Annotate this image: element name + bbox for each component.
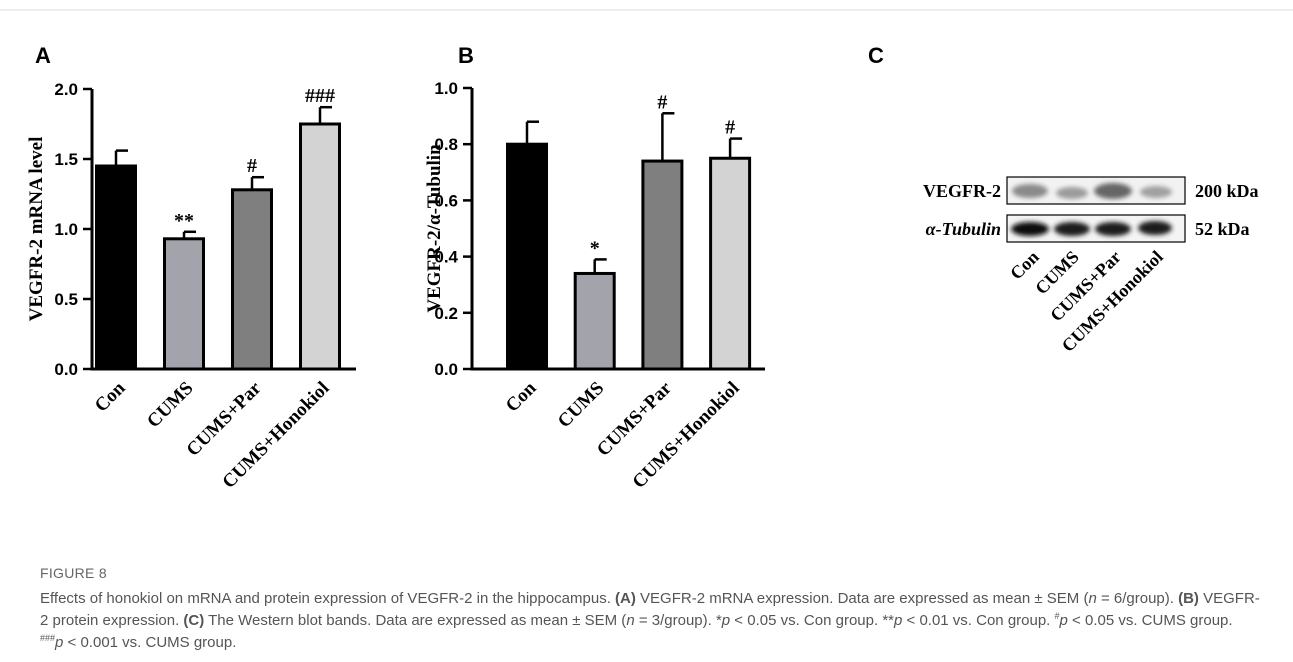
text: Effects of honokiol on mRNA and protein … [40, 590, 615, 607]
bar [711, 158, 750, 369]
bar [508, 144, 547, 369]
text: < 0.01 vs. Con group. [902, 612, 1054, 629]
x-tick-label: CUMS [143, 378, 197, 432]
bar [97, 166, 136, 369]
significance: # [657, 91, 667, 113]
y-tick-label: 1.0 [54, 220, 78, 239]
y-tick-label: 0.6 [434, 191, 458, 210]
page: C VEGFR-2 α-Tubulin 200 kDa 52 kDa Con C… [0, 0, 1293, 662]
bar [165, 239, 204, 369]
text: (A) [615, 590, 636, 607]
y-tick-label: 0.8 [434, 135, 458, 154]
caption: FIGURE 8 Effects of honokiol on mRNA and… [40, 562, 1260, 654]
text: (C) [183, 612, 204, 629]
figure-label: FIGURE 8 [40, 562, 1260, 584]
x-tick-label: CUMS [554, 378, 608, 432]
text: = 3/group). * [635, 612, 722, 629]
y-tick-label: 1.5 [54, 150, 78, 169]
y-tick-label: 2.0 [54, 80, 78, 99]
y-tick-label: 0.5 [54, 290, 78, 309]
text: < 0.05 vs. Con group. ** [730, 612, 894, 629]
bar [643, 161, 682, 369]
size-label: 52 kDa [1195, 219, 1250, 239]
y-tick-label: 0.0 [54, 360, 78, 379]
text: ### [40, 633, 55, 643]
text: < 0.05 vs. CUMS group. [1068, 612, 1233, 629]
text: n [626, 612, 634, 629]
y-tick-label: 0.0 [434, 360, 458, 379]
bar [575, 273, 614, 369]
caption-text: Effects of honokiol on mRNA and protein … [40, 588, 1260, 654]
text: < 0.001 vs. CUMS group. [63, 634, 236, 651]
bar [301, 124, 340, 369]
significance: # [725, 117, 735, 139]
text: p [1060, 612, 1068, 629]
panel-label: C [868, 43, 884, 68]
x-tick-label: Con [91, 377, 130, 416]
row-label: VEGFR-2 [923, 181, 1001, 201]
bar [233, 190, 272, 369]
y-axis-title: VEGFR-2 mRNA level [26, 137, 47, 322]
text: n [1088, 590, 1096, 607]
western-blot: C VEGFR-2 α-Tubulin 200 kDa 52 kDa Con C… [868, 43, 1259, 356]
significance: * [590, 237, 600, 259]
panel-label: B [458, 43, 474, 68]
row-label: α-Tubulin [926, 219, 1001, 239]
text: The Western blot bands. Data are express… [204, 612, 626, 629]
text: (B) [1178, 590, 1199, 607]
text: p [722, 612, 730, 629]
significance: # [247, 155, 257, 177]
size-label: 200 kDa [1195, 181, 1259, 201]
text: VEGFR-2 mRNA expression. Data are expres… [636, 590, 1089, 607]
figure: C VEGFR-2 α-Tubulin 200 kDa 52 kDa Con C… [0, 0, 1293, 550]
y-tick-label: 1.0 [434, 79, 458, 98]
y-axis-title: VEGFR-2/α-Tubulin [424, 144, 445, 313]
x-tick-label: Con [502, 377, 541, 416]
significance: ### [305, 85, 335, 107]
significance: ** [174, 210, 194, 232]
panel-label: A [35, 43, 51, 68]
text: = 6/group). [1097, 590, 1178, 607]
y-tick-label: 0.4 [434, 248, 458, 267]
y-tick-label: 0.2 [434, 304, 458, 323]
